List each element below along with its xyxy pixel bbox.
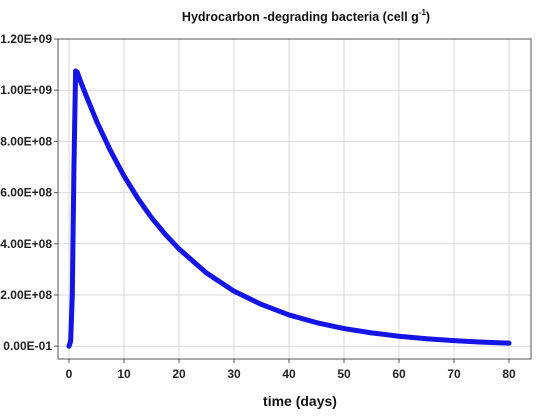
data-point — [204, 270, 209, 276]
data-point — [162, 231, 168, 237]
data-point — [107, 147, 113, 153]
x-tick-label: 0 — [66, 367, 73, 381]
data-point — [396, 333, 402, 339]
data-point — [77, 77, 83, 83]
data-point — [286, 312, 292, 318]
data-point — [68, 338, 74, 344]
x-tick-label: 20 — [172, 367, 186, 381]
y-tick-label: 1.00E+09 — [0, 83, 52, 97]
x-tick-label: 50 — [337, 367, 351, 381]
y-tick-label: 0.00E-01 — [3, 339, 52, 353]
x-tick-label: 80 — [502, 367, 516, 381]
data-point — [74, 69, 80, 75]
x-axis-label: time (days) — [263, 393, 337, 409]
x-tick-label: 60 — [392, 367, 406, 381]
y-tick-label: 1.20E+09 — [0, 32, 52, 46]
data-point — [506, 340, 512, 346]
plot-area — [66, 68, 512, 349]
data-point — [231, 288, 237, 294]
x-tick-label: 10 — [117, 367, 131, 381]
data-point — [135, 195, 141, 201]
x-tick-label: 30 — [227, 367, 241, 381]
data-point — [259, 302, 264, 307]
y-tick-label: 2.00E+08 — [0, 288, 52, 302]
y-tick-label: 6.00E+08 — [0, 186, 52, 200]
chart-title-superscript: -1 — [419, 8, 427, 17]
chart-title: Hydrocarbon -degrading bacteria (cell g-… — [182, 8, 430, 24]
chart-title-text: Hydrocarbon -degrading bacteria (cell g — [182, 10, 419, 24]
data-point — [424, 336, 429, 342]
y-axis: 0.00E-01 2.00E+08 4.00E+08 6.00E+08 8.00E+08… — [0, 32, 58, 353]
data-point — [66, 343, 72, 349]
data-point — [121, 173, 127, 179]
plot-frame — [57, 38, 532, 360]
data-point — [451, 338, 457, 343]
x-tick-label: 70 — [447, 367, 461, 381]
data-point — [83, 91, 88, 97]
chart-title-close: ) — [426, 10, 430, 24]
data-point — [176, 246, 182, 252]
data-point — [314, 320, 319, 326]
data-point — [341, 326, 347, 331]
data-point — [94, 118, 99, 124]
data-point — [71, 164, 77, 170]
x-tick-label: 40 — [282, 367, 296, 381]
data-point — [69, 292, 75, 298]
y-tick-label: 4.00E+08 — [0, 237, 52, 251]
x-axis: 0 10 20 30 40 50 60 70 80 — [66, 359, 516, 381]
data-point — [369, 330, 374, 336]
y-tick-label: 8.00E+08 — [0, 134, 52, 148]
gridlines — [58, 38, 531, 359]
data-point — [149, 215, 154, 221]
data-point — [479, 339, 484, 345]
